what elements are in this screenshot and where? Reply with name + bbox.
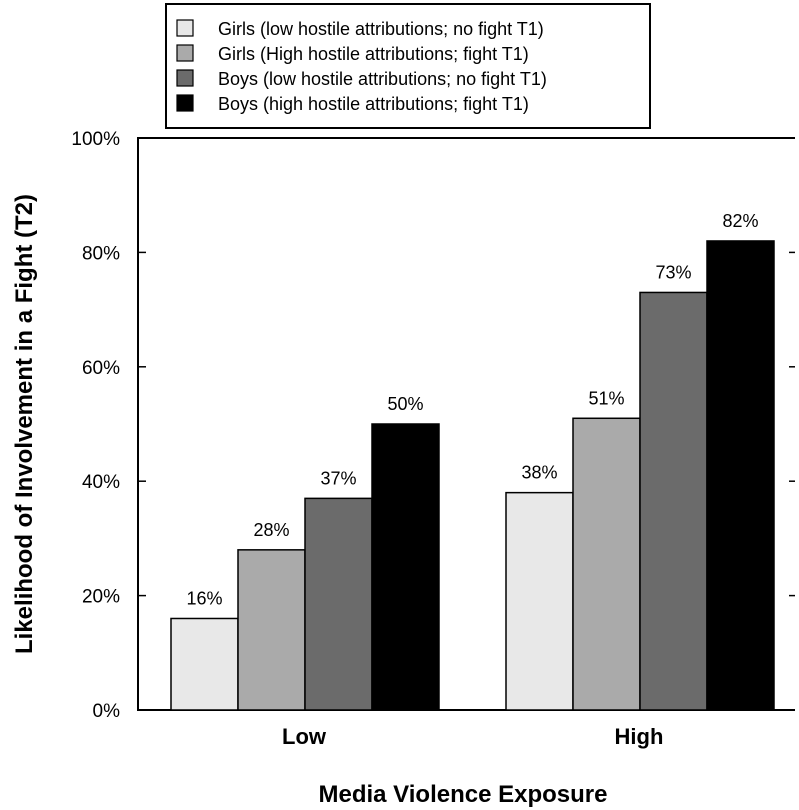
y-tick-label: 60% xyxy=(82,358,120,379)
y-axis-title: Likelihood of Involvement in a Fight (T2… xyxy=(11,194,38,654)
data-label: 28% xyxy=(253,520,289,540)
legend-swatch xyxy=(176,69,194,87)
bar xyxy=(237,549,306,711)
data-label: 37% xyxy=(320,468,356,488)
plot-frame xyxy=(137,137,795,711)
bar xyxy=(706,240,775,711)
data-label: 50% xyxy=(387,394,423,414)
legend-box xyxy=(165,3,651,129)
x-category-label: High xyxy=(615,724,664,749)
legend-entry: Boys (low hostile attributions; no fight… xyxy=(218,69,547,89)
legend-swatch xyxy=(176,94,194,112)
y-tick-label: 40% xyxy=(82,472,120,493)
x-axis-title: Media Violence Exposure xyxy=(319,781,608,808)
y-tick-label: 20% xyxy=(82,587,120,608)
y-tick-label: 100% xyxy=(71,129,120,150)
legend-entry: Girls (High hostile attributions; fight … xyxy=(218,44,529,64)
bar xyxy=(170,617,239,711)
bar xyxy=(304,497,373,711)
data-label: 73% xyxy=(655,262,691,282)
x-category-label: Low xyxy=(282,724,327,749)
y-tick-label: 80% xyxy=(82,243,120,264)
data-label: 51% xyxy=(588,388,624,408)
legend: Girls (low hostile attributions; no figh… xyxy=(165,3,651,129)
bar xyxy=(505,491,574,711)
bar xyxy=(371,423,440,711)
plot-area: 0% 20% 40% 60% 80% 100% 16% 28% 37% 50% Low 38% 51% 7… xyxy=(71,129,795,749)
legend-swatch xyxy=(176,19,194,37)
data-label: 16% xyxy=(186,588,222,608)
y-tick-label: 0% xyxy=(93,701,121,722)
legend-entry: Girls (low hostile attributions; no figh… xyxy=(218,19,544,39)
bar xyxy=(639,291,708,711)
legend-swatch xyxy=(176,44,194,62)
bar xyxy=(572,417,641,711)
legend-entry: Boys (high hostile attributions; fight T… xyxy=(218,94,529,114)
data-label: 38% xyxy=(521,463,557,483)
data-label: 82% xyxy=(722,211,758,231)
